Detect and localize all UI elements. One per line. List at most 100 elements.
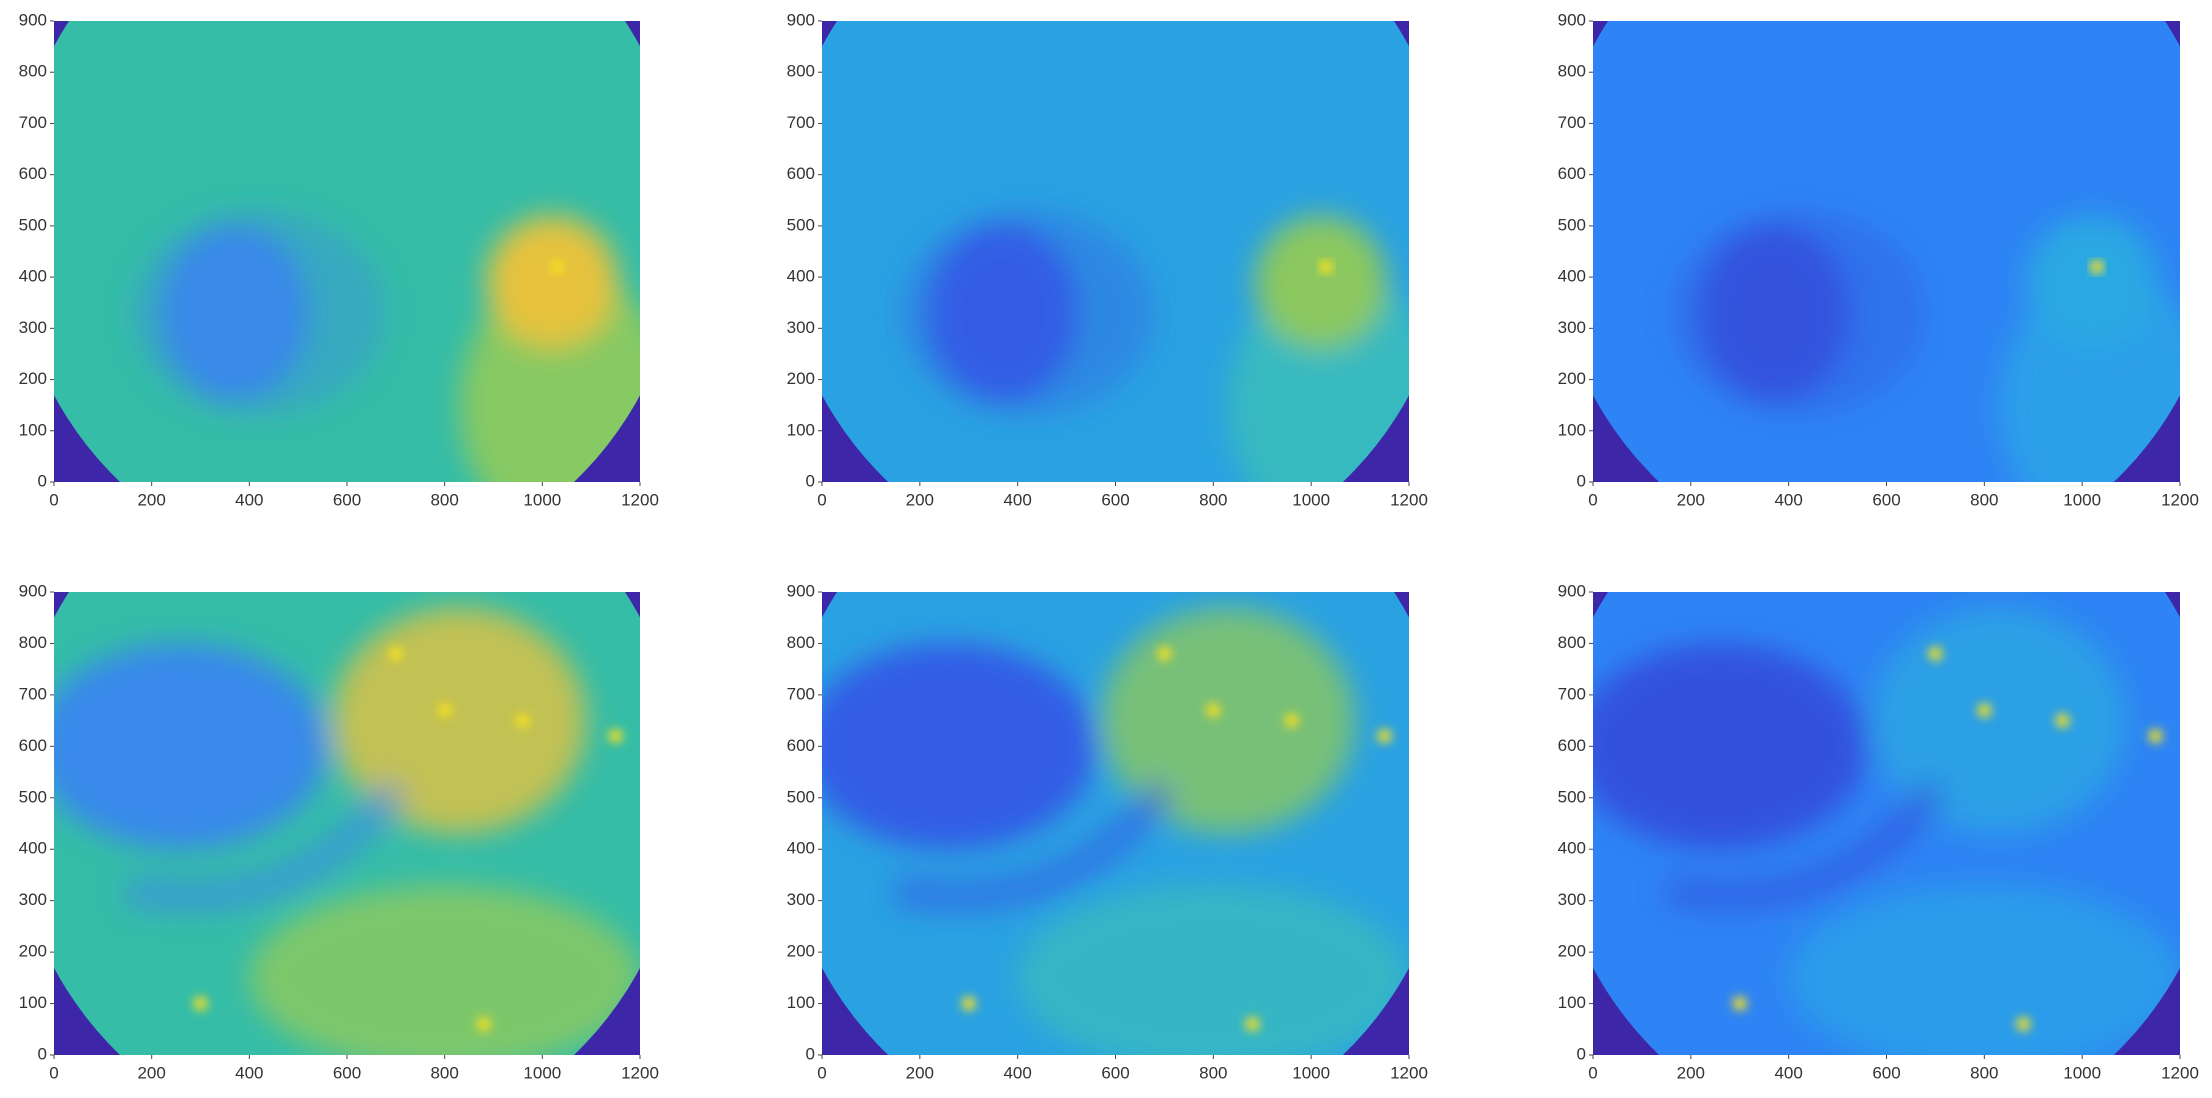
lesion (486, 215, 619, 349)
x-tick-label: 600 (333, 1063, 361, 1082)
y-tick-label: 0 (806, 471, 815, 490)
y-tick-label: 700 (1558, 684, 1586, 703)
lesion (332, 607, 587, 834)
endoscope-view (1593, 21, 2180, 482)
highlight (1245, 1017, 1260, 1032)
warm-region (249, 885, 640, 1055)
x-tick-label: 400 (1003, 490, 1031, 509)
endoscope-view (54, 21, 640, 482)
x-tick-label: 600 (1101, 1063, 1129, 1082)
y-tick-label: 200 (787, 942, 815, 961)
highlight (1206, 703, 1221, 718)
y-tick-label: 300 (1558, 890, 1586, 909)
x-tick-label: 800 (1970, 1063, 1998, 1082)
x-tick-label: 200 (906, 490, 934, 509)
x-tick-label: 800 (430, 490, 458, 509)
features (132, 210, 640, 482)
y-tick-label: 700 (19, 113, 47, 132)
image (1593, 21, 2180, 482)
fold (124, 778, 408, 912)
y-tick-label: 300 (787, 318, 815, 337)
highlight (1318, 259, 1333, 274)
highlight (549, 259, 564, 274)
y-tick-label: 400 (787, 839, 815, 858)
lumen (1700, 225, 1848, 401)
y-tick-label: 100 (787, 420, 815, 439)
endoscope-view (1593, 592, 2180, 1055)
y-tick-label: 0 (1577, 471, 1586, 490)
endoscope-view (822, 21, 1409, 482)
y-tick-label: 500 (787, 215, 815, 234)
y-tick-label: 700 (1558, 113, 1586, 132)
x-tick-label: 400 (235, 490, 263, 509)
y-tick-label: 500 (1558, 215, 1586, 234)
y-tick-label: 600 (1558, 736, 1586, 755)
highlights (549, 259, 564, 274)
highlight (2016, 1017, 2031, 1032)
lumen (54, 643, 328, 850)
y-tick-label: 300 (1558, 318, 1586, 337)
y-tick-label: 200 (1558, 369, 1586, 388)
highlights (1318, 259, 1333, 274)
x-tick-label: 800 (430, 1063, 458, 1082)
x-tick-label: 0 (817, 1063, 826, 1082)
y-tick-label: 500 (1558, 787, 1586, 806)
highlight (2055, 713, 2070, 728)
x-tick-label: 800 (1970, 490, 1998, 509)
x-tick-label: 1200 (2161, 1063, 2199, 1082)
x-tick-label: 400 (1774, 1063, 1802, 1082)
y-tick-label: 700 (787, 113, 815, 132)
highlight (1977, 703, 1992, 718)
image (54, 21, 640, 482)
x-tick-label: 1200 (2161, 490, 2199, 509)
endoscope-view (822, 592, 1409, 1055)
x-tick-label: 0 (817, 490, 826, 509)
highlight (476, 1017, 491, 1032)
y-tick-label: 100 (19, 993, 47, 1012)
y-tick-label: 600 (19, 164, 47, 183)
y-tick-label: 300 (19, 318, 47, 337)
x-tick-label: 600 (333, 490, 361, 509)
image (54, 592, 640, 1055)
x-tick-label: 1200 (621, 1063, 659, 1082)
x-tick-label: 0 (1588, 490, 1597, 509)
x-tick-label: 400 (235, 1063, 263, 1082)
y-tick-label: 900 (1558, 10, 1586, 29)
y-tick-label: 900 (19, 10, 47, 29)
fold (892, 778, 1177, 912)
endoscope-view (54, 592, 640, 1055)
y-tick-label: 600 (1558, 164, 1586, 183)
x-tick-label: 1000 (523, 490, 561, 509)
x-tick-label: 200 (1677, 1063, 1705, 1082)
y-tick-label: 400 (19, 839, 47, 858)
y-tick-label: 600 (787, 164, 815, 183)
x-tick-label: 1000 (2063, 1063, 2101, 1082)
y-tick-label: 800 (1558, 62, 1586, 81)
x-tick-label: 0 (49, 1063, 58, 1082)
y-tick-label: 700 (19, 684, 47, 703)
lumen (929, 225, 1077, 401)
y-tick-label: 0 (38, 471, 47, 490)
image (822, 592, 1409, 1055)
highlights (1732, 646, 2163, 1032)
y-tick-label: 400 (19, 267, 47, 286)
highlight (388, 646, 403, 661)
features (822, 607, 1409, 1055)
y-tick-label: 900 (787, 10, 815, 29)
highlight (1377, 729, 1392, 744)
x-tick-label: 0 (49, 490, 58, 509)
y-tick-label: 0 (1577, 1044, 1586, 1063)
lesion (1871, 607, 2127, 834)
highlights (2089, 259, 2104, 274)
y-tick-label: 100 (19, 420, 47, 439)
lumen (161, 225, 308, 401)
warm-region (1788, 885, 2180, 1055)
lesion (2025, 215, 2158, 349)
y-tick-label: 800 (1558, 633, 1586, 652)
x-tick-label: 1000 (523, 1063, 561, 1082)
x-tick-label: 200 (137, 490, 165, 509)
x-tick-label: 600 (1101, 490, 1129, 509)
features (1593, 607, 2180, 1055)
y-tick-label: 100 (1558, 993, 1586, 1012)
